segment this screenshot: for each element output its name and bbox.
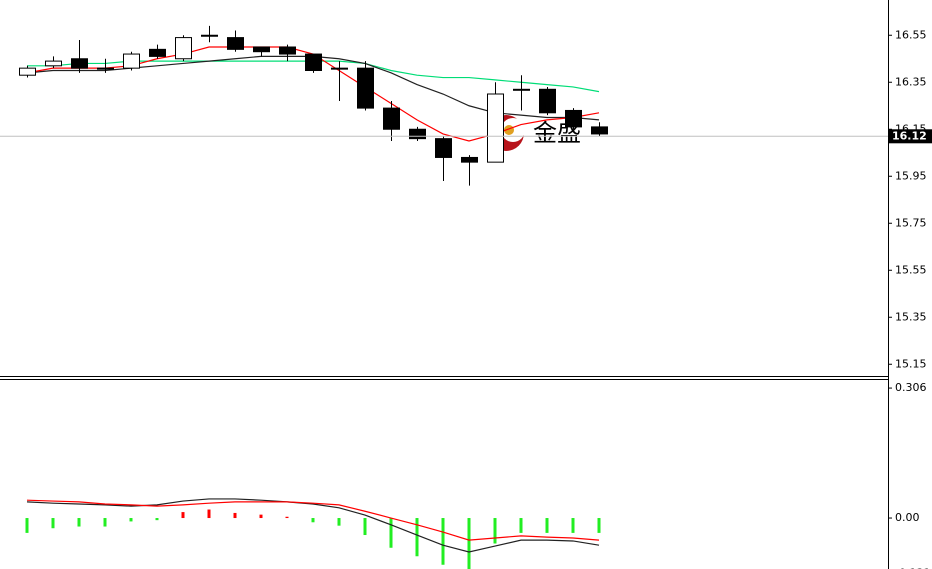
candle-body — [19, 67, 36, 76]
y-tick-label: 15.55 — [895, 263, 927, 276]
histogram-bar — [337, 518, 341, 526]
histogram-bar — [207, 509, 211, 519]
candle-body — [305, 53, 322, 71]
candle-body — [409, 128, 426, 140]
candle-body — [227, 37, 244, 50]
histogram-bar — [77, 518, 81, 527]
histogram-bar — [519, 518, 523, 533]
candle-body — [201, 34, 218, 37]
last-price-box — [889, 129, 932, 144]
candle-body — [513, 88, 530, 91]
candle-body — [331, 67, 348, 70]
last-price-label: 16.12 — [892, 129, 927, 142]
histogram-bar — [363, 518, 367, 536]
histogram-bar — [389, 518, 393, 548]
candle-body — [123, 53, 140, 69]
histogram-bar — [545, 518, 549, 533]
histogram-bar — [493, 518, 497, 544]
candle-body — [279, 46, 296, 55]
candle-body — [461, 156, 478, 163]
candle-body — [487, 93, 504, 163]
y-tick-label: 0.306 — [895, 381, 927, 394]
histogram-bar — [311, 518, 315, 523]
candle-body — [97, 67, 114, 70]
histogram-bar — [285, 516, 289, 519]
candle-body — [591, 126, 608, 135]
y-tick-label: -0.131 — [895, 567, 930, 569]
histogram-bar — [129, 518, 133, 522]
histogram-bar — [103, 518, 107, 527]
candle-body — [45, 60, 62, 67]
histogram-bar — [467, 518, 471, 569]
candle-body — [383, 107, 400, 130]
histogram-bar — [259, 514, 263, 519]
y-tick-label: 16.35 — [895, 75, 927, 88]
candle-body — [565, 109, 582, 128]
candle-body — [71, 58, 88, 69]
y-tick-label: 15.15 — [895, 357, 927, 370]
candle-body — [253, 46, 270, 53]
histogram-bar — [155, 518, 159, 521]
histogram-bar — [415, 518, 419, 557]
indicator-line — [26, 498, 600, 553]
y-tick-label: 15.35 — [895, 310, 927, 323]
candle-body — [435, 138, 452, 158]
candle-body — [175, 37, 192, 60]
y-tick-label: 15.75 — [895, 216, 927, 229]
y-tick-label: 15.95 — [895, 169, 927, 182]
candle-body — [539, 88, 556, 114]
candle-body — [357, 67, 374, 109]
histogram-bar — [233, 512, 237, 519]
y-tick-label: 16.55 — [895, 28, 927, 41]
histogram-bar — [51, 518, 55, 529]
histogram-bar — [597, 518, 601, 533]
histogram-bar — [441, 518, 445, 565]
histogram-bar — [571, 518, 575, 533]
candle-body — [149, 48, 166, 57]
y-tick-label: 0.00 — [895, 511, 920, 524]
indicator-line — [26, 499, 600, 541]
histogram-bar — [181, 512, 185, 519]
histogram-bar — [25, 518, 29, 533]
